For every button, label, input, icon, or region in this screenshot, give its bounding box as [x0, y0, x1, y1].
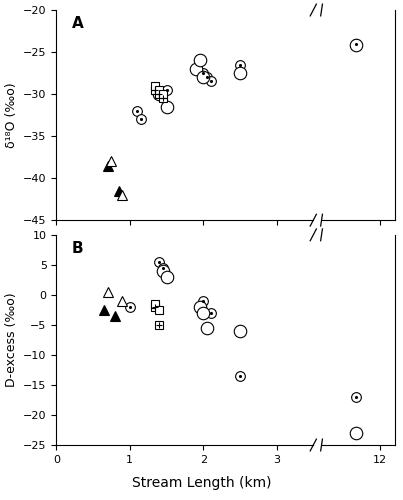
Text: Stream Length (km): Stream Length (km): [132, 476, 271, 490]
Text: B: B: [72, 241, 83, 256]
Y-axis label: δ¹⁸O (‰o): δ¹⁸O (‰o): [5, 82, 18, 148]
Text: A: A: [72, 16, 83, 32]
Y-axis label: D-excess (‰o): D-excess (‰o): [5, 292, 18, 387]
